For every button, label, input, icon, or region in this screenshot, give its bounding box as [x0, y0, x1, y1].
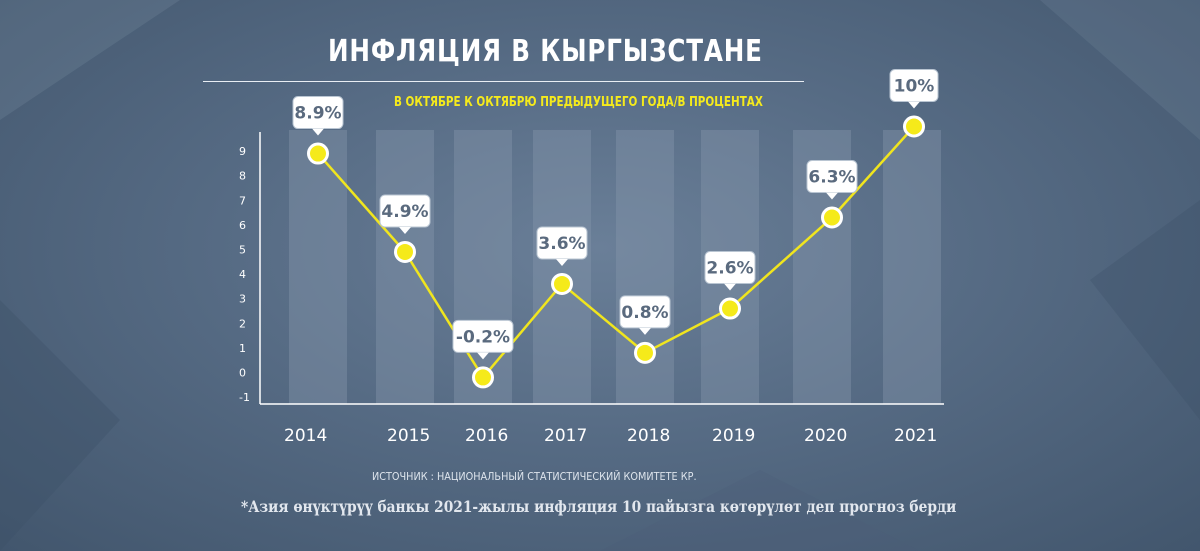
data-label-2014: 8.9%: [294, 104, 341, 124]
data-point-2020: [821, 206, 843, 229]
x-tick-label-2018: 2018: [627, 426, 670, 446]
y-tick-label: 5: [239, 244, 246, 257]
y-tick-label: 7: [239, 194, 246, 207]
x-tick-label-2017: 2017: [544, 426, 587, 446]
x-tick-label-2019: 2019: [712, 426, 755, 446]
title-divider: [203, 81, 804, 82]
column-2014: [289, 130, 347, 404]
column-2015: [376, 130, 434, 404]
data-label-pointer: [556, 258, 568, 266]
x-tick-label-2015: 2015: [387, 426, 430, 446]
y-tick-label: 0: [239, 367, 246, 380]
data-point-2016: [472, 366, 494, 389]
source-note: ИСТОЧНИК : НАЦИОНАЛЬНЫЙ СТАТИСТИЧЕСКИЙ К…: [372, 470, 697, 483]
data-point-2017: [551, 272, 573, 295]
chart-subtitle: В ОКТЯБРЕ К ОКТЯБРЮ ПРЕДЫДУЩЕГО ГОДА/В П…: [394, 95, 763, 110]
data-point-2019: [719, 297, 741, 320]
data-label-pointer: [724, 283, 736, 291]
data-label-box-2019: [704, 251, 756, 285]
data-label-pointer: [312, 128, 324, 136]
data-label-2015: 4.9%: [381, 202, 428, 222]
data-label-2018: 0.8%: [621, 303, 668, 323]
data-label-2020: 6.3%: [808, 168, 855, 188]
forecast-footnote: *Азия өнүктүрүү банкы 2021-жылы инфляция…: [241, 497, 957, 516]
y-tick-label: 1: [239, 342, 246, 355]
y-tick-label: 8: [239, 170, 246, 183]
data-label-pointer: [477, 352, 489, 360]
x-tick-label-2016: 2016: [465, 426, 508, 446]
y-tick-label: 6: [239, 219, 246, 232]
y-tick-label: 9: [239, 145, 246, 158]
y-tick-label: 4: [239, 268, 246, 281]
column-2017: [533, 130, 591, 404]
data-label-pointer: [399, 226, 411, 234]
x-tick-label-2014: 2014: [284, 426, 327, 446]
data-label-2019: 2.6%: [706, 259, 753, 279]
data-label-2017: 3.6%: [538, 234, 585, 254]
column-2016: [454, 130, 512, 404]
data-label-pointer: [639, 327, 651, 335]
chart-title: ИНФЛЯЦИЯ В КЫРГЫЗСТАНЕ: [328, 34, 763, 69]
data-label-pointer: [826, 192, 838, 200]
series-line: [317, 125, 915, 379]
x-tick-label-2020: 2020: [804, 426, 847, 446]
y-tick-label: 3: [239, 293, 246, 306]
y-tick-label: 2: [239, 317, 246, 330]
x-tick-label-2021: 2021: [894, 426, 937, 446]
data-label-2016: -0.2%: [456, 327, 510, 347]
data-label-2021: 10%: [894, 77, 935, 97]
data-point-2015: [394, 240, 416, 263]
column-2021: [883, 130, 941, 404]
data-point-2018: [634, 341, 656, 364]
data-label-pointer: [908, 101, 920, 109]
data-point-2014: [307, 142, 329, 165]
data-point-2021: [903, 115, 925, 138]
y-tick-label: -1: [239, 391, 250, 404]
